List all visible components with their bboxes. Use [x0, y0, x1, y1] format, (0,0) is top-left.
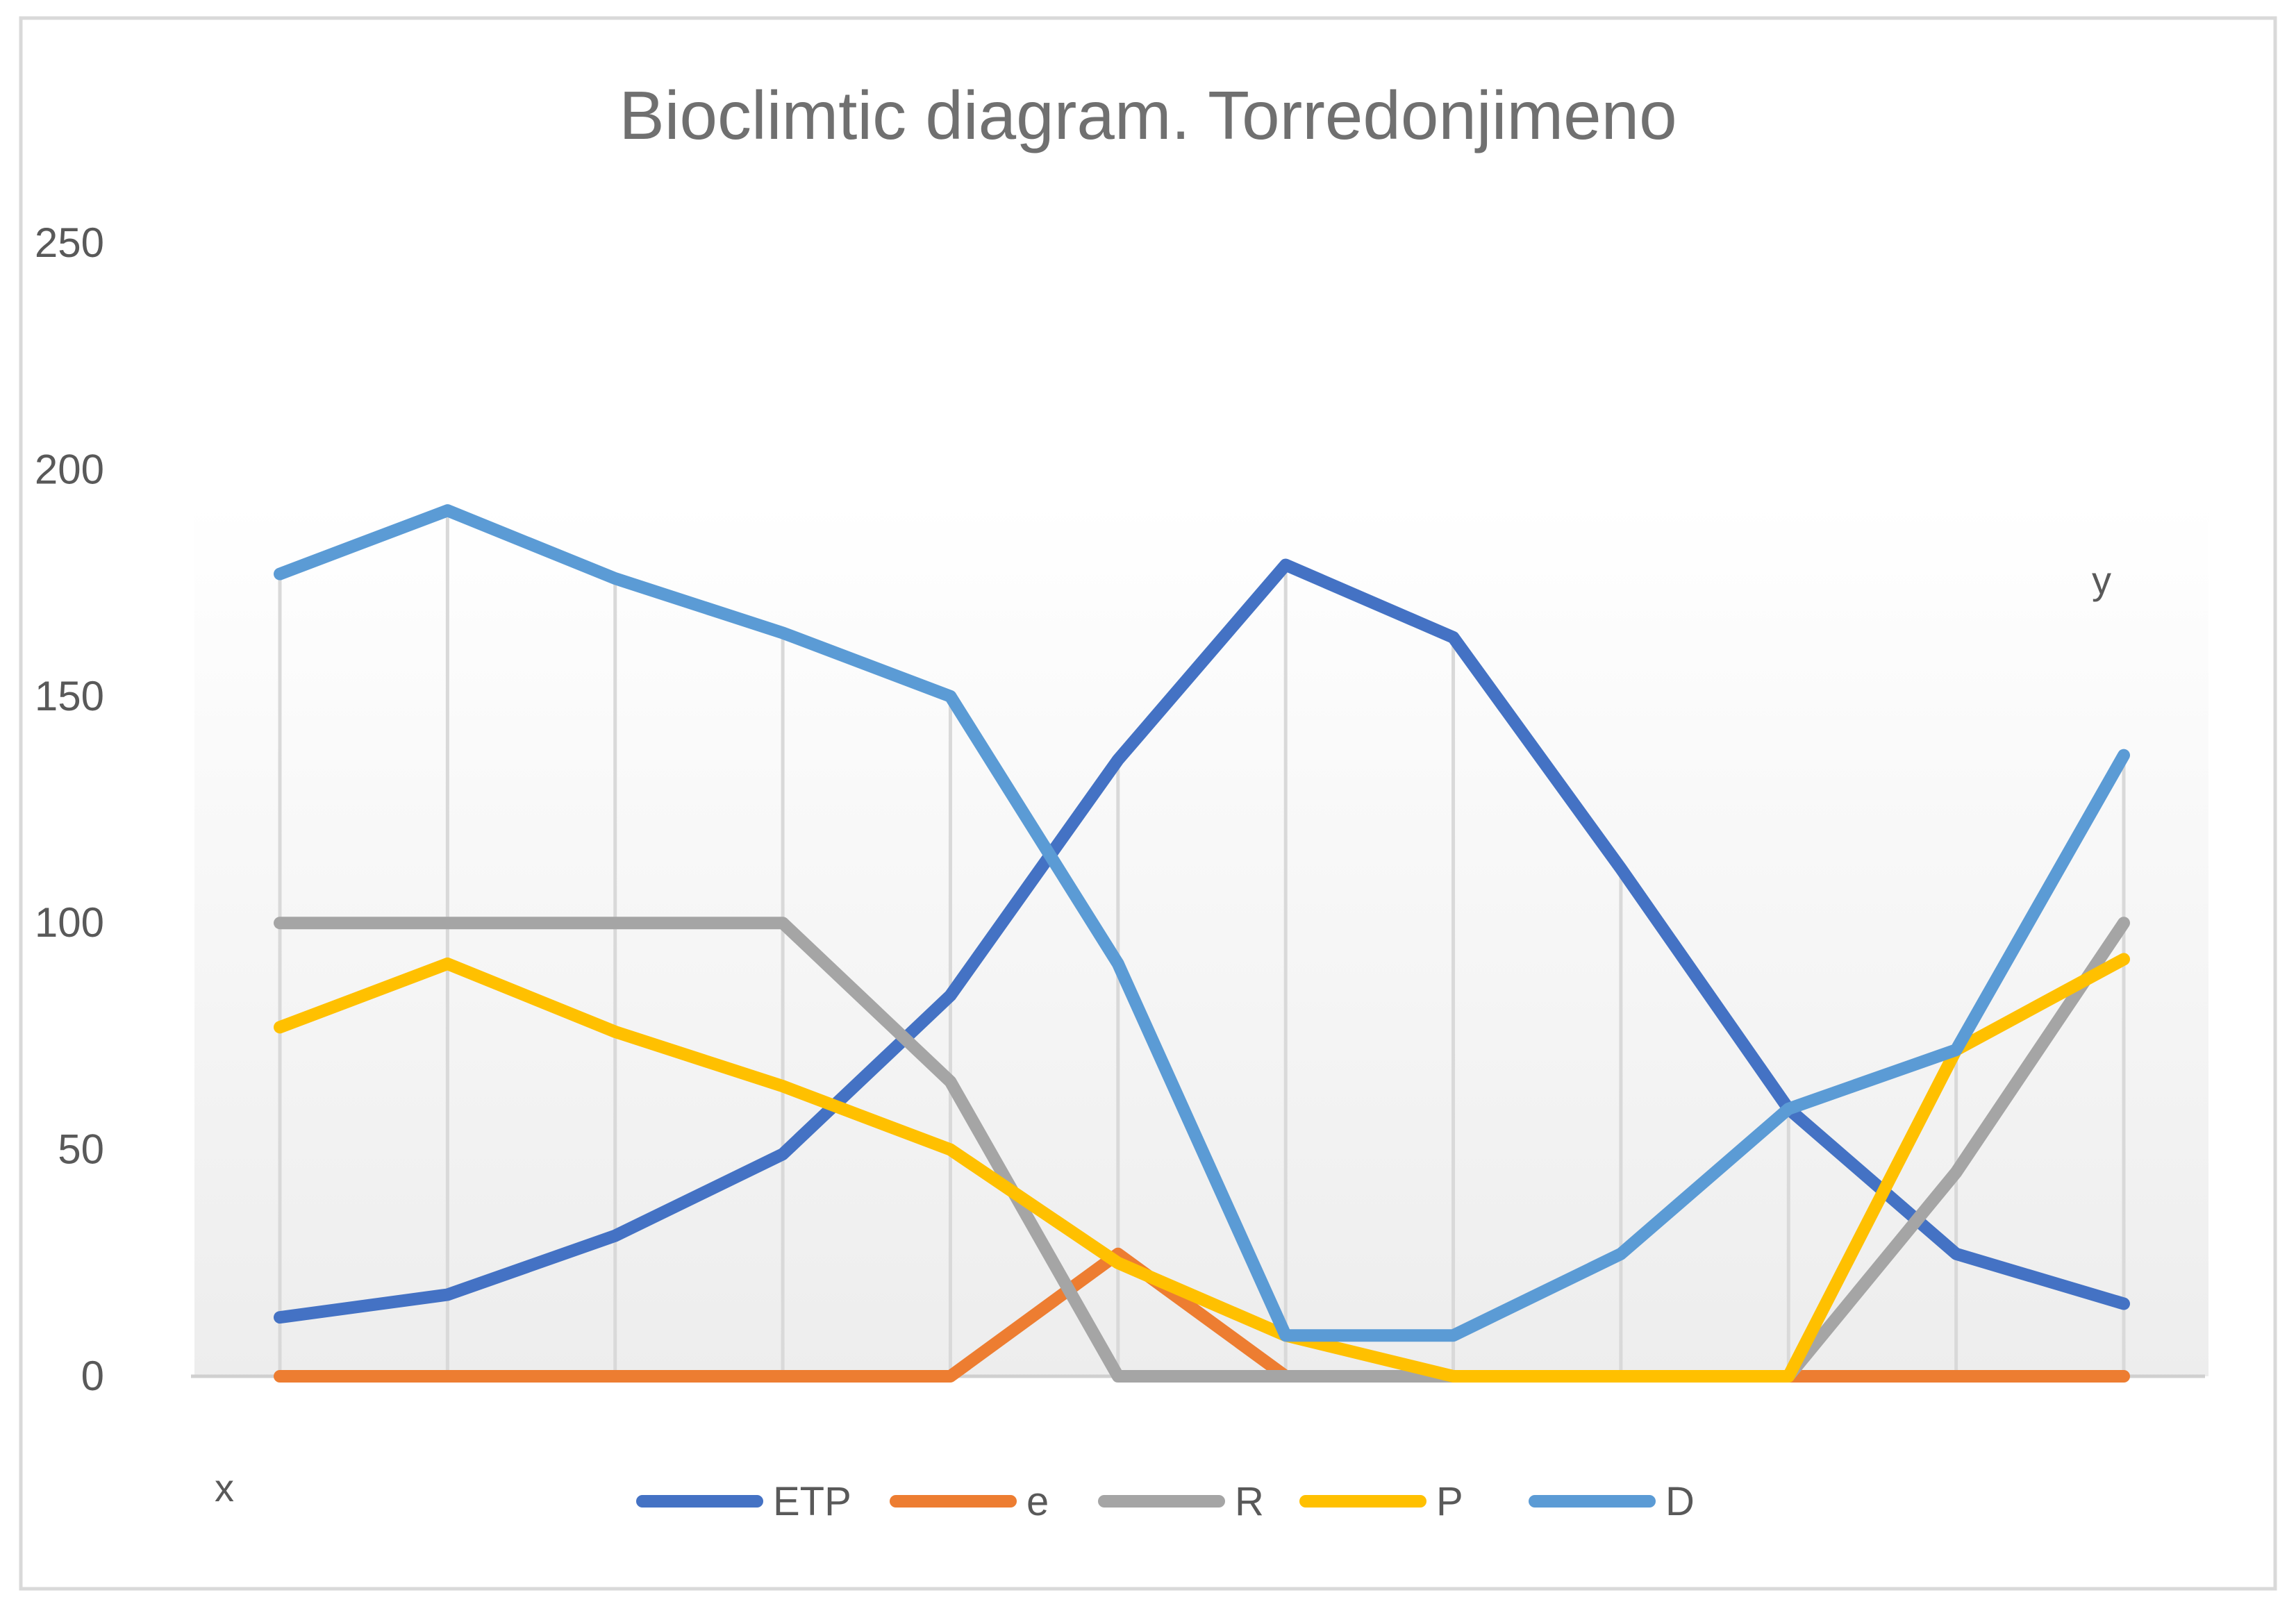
y-tick-label: 50 — [58, 1126, 104, 1173]
legend-label-ETP: ETP — [773, 1479, 851, 1524]
series-line-ETP — [274, 558, 2130, 1324]
legend-label-R: R — [1235, 1479, 1264, 1524]
gridlines — [278, 510, 2126, 1376]
plot-background — [194, 500, 2208, 1376]
series-lines — [274, 504, 2130, 1383]
legend-label-e: e — [1026, 1479, 1049, 1524]
legend-label-D: D — [1665, 1479, 1695, 1524]
y-tick-label: 150 — [35, 673, 104, 719]
y-tick-label: 0 — [81, 1353, 104, 1399]
legend-label-P: P — [1436, 1479, 1463, 1524]
x-axis-label: x — [215, 1466, 234, 1510]
legend: ETP e R P D — [636, 1479, 1695, 1524]
y-axis-label: y — [2092, 558, 2111, 602]
series-line-R — [274, 917, 2130, 1383]
series-line-P — [274, 953, 2130, 1383]
series-line-D — [274, 504, 2130, 1342]
y-tick-label: 200 — [35, 446, 104, 492]
chart-title: Bioclimtic diagram. Torredonjimeno — [619, 77, 1677, 153]
y-tick-label: 100 — [35, 899, 104, 946]
series-line-e — [274, 1247, 2130, 1383]
y-tick-label: 250 — [35, 219, 104, 266]
y-tick-labels: 0 50 100 150 200 250 — [35, 219, 104, 1399]
